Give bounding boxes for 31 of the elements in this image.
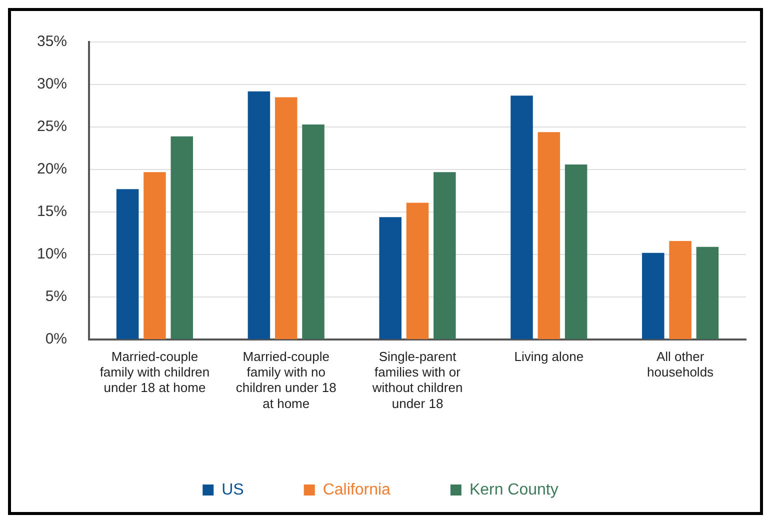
bar bbox=[248, 91, 270, 340]
legend-label: US bbox=[222, 481, 244, 498]
x-tick-label: Married-couple family with no children under 18 at home bbox=[236, 348, 336, 411]
y-tick-label: 25% bbox=[36, 118, 68, 136]
x-tick-label: Married-couple family with children under 18 at home bbox=[100, 348, 210, 396]
y-tick-label: 30% bbox=[36, 76, 68, 93]
y-tick-label: 15% bbox=[36, 203, 68, 220]
bar bbox=[669, 240, 692, 340]
x-tick-label: All other households bbox=[647, 348, 714, 380]
y-tick-label: 10% bbox=[36, 246, 68, 263]
bar bbox=[274, 97, 298, 340]
x-tick-label: Single-parent families with or without children under 18 bbox=[371, 348, 463, 411]
bar bbox=[170, 136, 194, 340]
y-tick-label: 0% bbox=[45, 330, 68, 348]
bar bbox=[564, 164, 588, 340]
bar bbox=[379, 217, 402, 340]
bar bbox=[510, 96, 533, 340]
y-tick-label: 35% bbox=[36, 33, 68, 50]
bar bbox=[302, 124, 324, 340]
legend-label: California bbox=[322, 481, 391, 498]
bar bbox=[434, 172, 456, 340]
bar bbox=[696, 246, 719, 340]
bar bbox=[144, 172, 166, 340]
y-tick-label: 5% bbox=[45, 288, 68, 306]
bar bbox=[538, 132, 560, 340]
bar bbox=[406, 202, 429, 340]
legend-label: Kern County bbox=[469, 481, 558, 498]
x-tick-label: Living alone bbox=[514, 348, 584, 364]
bar bbox=[116, 189, 139, 340]
y-tick-label: 20% bbox=[36, 160, 68, 178]
bar bbox=[642, 252, 664, 340]
